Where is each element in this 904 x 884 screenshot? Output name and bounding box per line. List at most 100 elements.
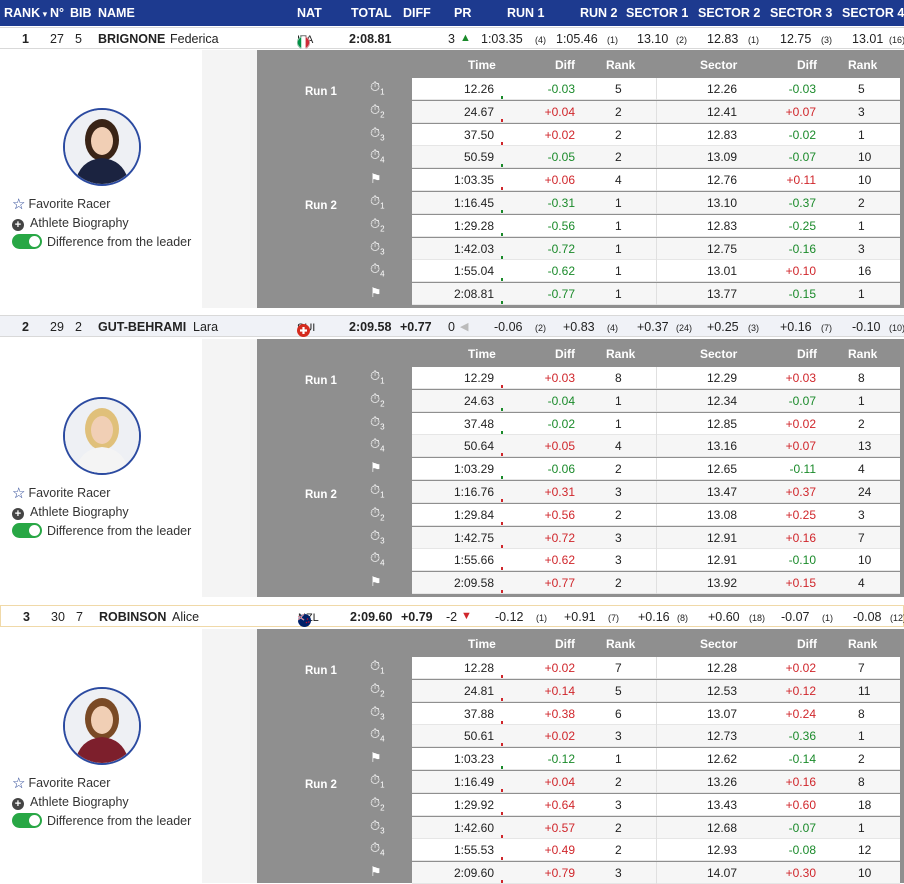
split-row: 1:29.28 -0.56 1 12.83 -0.25 1 [412,214,900,237]
col-run1[interactable]: RUN 1 [507,6,545,20]
sector2-rank: (1) [748,35,759,45]
split-row: 12.26 -0.03 5 12.26 -0.03 5 [412,78,900,100]
favorite-racer-link[interactable]: ☆ Favorite Racer [12,196,111,213]
th-sector-diff: Diff [797,58,817,72]
diff-indicator [501,521,503,525]
sector-time: 12.29 [706,371,737,385]
racer-last-name[interactable]: GUT-BEHRAMI [98,320,187,334]
sector-rank: 7 [858,661,865,675]
split-diff: -0.62 [547,264,575,279]
col-n[interactable]: N° [50,6,65,20]
col-total[interactable]: TOTAL [351,6,392,20]
bib: 2 [75,320,82,334]
racer-row[interactable]: 1 27 5 BRIGNONE Federica ITA 2:08.81 3 ▲ 1:03.35 (… [0,27,904,49]
sector-rank: 18 [858,797,872,812]
stopwatch-icon: ⏱2 [370,504,385,523]
sector-diff: +0.30 [785,866,816,881]
racer-last-name[interactable]: ROBINSON [99,610,167,624]
sector-rank: 3 [858,104,865,119]
col-sector1[interactable]: SECTOR 1 [626,6,689,20]
racer-first-name[interactable]: Federica [170,32,219,46]
split-rank: 1 [615,196,622,210]
divider [656,549,657,572]
diff-indicator [501,430,503,434]
col-run2[interactable]: RUN 2 [580,6,618,20]
th-sector: Sector [700,58,738,72]
diff-indicator [501,720,503,724]
col-diff[interactable]: DIFF [403,6,431,20]
col-rank[interactable]: RANK ▾ [4,6,48,20]
stopwatch-icon: ⏱2 [370,101,385,120]
sector4-value: -0.10 [852,320,881,334]
stopwatch-icon: ⏱1 [370,772,385,790]
sector-rank: 8 [858,775,865,789]
sector-diff: +0.25 [785,507,816,522]
favorite-racer-link[interactable]: ☆ Favorite Racer [12,485,111,502]
split-time: 50.64 [463,439,494,454]
col-bib[interactable]: BIB [70,6,92,20]
diff-indicator [501,697,503,701]
sector-rank: 2 [858,416,865,431]
sector-rank: 1 [858,820,865,835]
stopwatch-icon: ⏱4 [370,840,385,858]
sector4-rank: (16) [889,35,904,45]
run1-value: -0.06 [494,320,523,334]
sector-time: 12.76 [706,173,737,188]
sector-diff: -0.15 [788,287,816,302]
split-time: 2:08.81 [453,287,494,302]
col-nat[interactable]: NAT [297,6,322,20]
divider [656,214,657,237]
diff-indicator [501,385,503,388]
col-pr[interactable]: PR [454,6,472,20]
split-rank: 3 [615,485,622,499]
col-name[interactable]: NAME [98,6,135,20]
place-change: 0 [448,320,455,334]
split-rank: 2 [615,820,622,835]
col-sector3[interactable]: SECTOR 3 [770,6,833,20]
sector-rank: 13 [858,439,872,454]
diff-indicator [501,96,503,99]
run1-label: Run 1 [305,375,337,387]
athlete-card: ☆ Favorite Racer + Athlete Biography Differe… [2,629,202,883]
favorite-racer-link[interactable]: ☆ Favorite Racer [12,775,111,792]
toggle-on-icon[interactable] [12,234,42,249]
sector2-value: 12.83 [707,32,739,46]
sector-diff: +0.07 [785,439,816,454]
racer-first-name[interactable]: Lara [193,320,219,334]
toggle-on-icon[interactable] [12,523,42,538]
sector3-rank: (3) [821,35,832,45]
col-sector2[interactable]: SECTOR 2 [698,6,761,20]
sector4-rank: (10) [889,323,904,333]
split-diff: +0.56 [544,507,575,522]
split-time: 1:42.60 [453,820,494,835]
racer-first-name[interactable]: Alice [172,610,200,624]
split-rank: 1 [615,393,622,408]
racer-row[interactable]: 2 29 2 GUT-BEHRAMI Lara SUI 2:09.58 +0.77 0 ◀ -0.0… [0,315,904,337]
run1-label: Run 1 [305,86,337,98]
athlete-biography-link[interactable]: + Athlete Biography [12,505,129,520]
diff-indicator [501,118,503,122]
split-row: 1:42.03 -0.72 1 12.75 -0.16 3 [412,237,900,260]
sector-rank: 4 [858,462,865,477]
sector-rank: 1 [858,127,865,142]
plus-icon: + [12,219,24,231]
sector-rank: 1 [858,218,865,233]
split-rank: 5 [615,82,622,96]
difference-from-leader-toggle[interactable]: Difference from the leader [12,234,191,249]
split-diff: -0.04 [547,393,575,408]
split-rank: 2 [615,462,622,477]
stopwatch-icon: ⏱1 [370,482,385,500]
racer-last-name[interactable]: BRIGNONE [98,32,166,46]
racer-row[interactable]: 3 30 7 ROBINSON Alice NZL 2:09.60 +0.79 -2▼ -0.12… [0,605,904,627]
sector-time: 12.75 [706,241,737,256]
diff-indicator [501,255,503,259]
split-row: 37.48 -0.02 1 12.85 +0.02 2 [412,412,900,435]
col-sector4[interactable]: SECTOR 4 [842,6,904,20]
athlete-biography-link[interactable]: + Athlete Biography [12,795,129,810]
sector1-value: +0.16 [638,610,670,624]
toggle-on-icon[interactable] [12,813,42,828]
athlete-biography-link[interactable]: + Athlete Biography [12,216,129,231]
difference-from-leader-toggle[interactable]: Difference from the leader [12,813,191,828]
th-diff: Diff [555,58,575,72]
difference-from-leader-toggle[interactable]: Difference from the leader [12,523,191,538]
